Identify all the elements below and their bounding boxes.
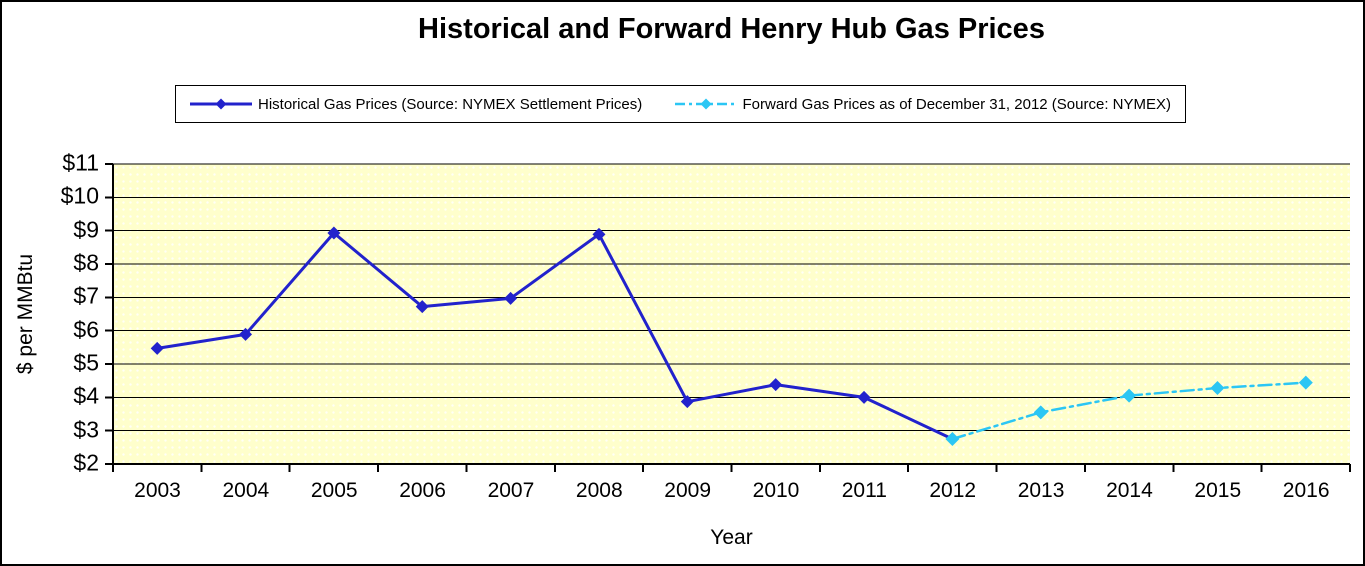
series-1-marker bbox=[857, 390, 871, 404]
x-tick-label: 2004 bbox=[222, 479, 270, 502]
series-1-marker bbox=[327, 226, 341, 240]
legend: Historical Gas Prices (Source: NYMEX Set… bbox=[175, 85, 1186, 123]
x-tick-label: 2006 bbox=[399, 479, 446, 502]
series-1-marker bbox=[504, 291, 518, 305]
x-tick-label: 2005 bbox=[310, 479, 358, 502]
legend-entry-1: Historical Gas Prices (Source: NYMEX Set… bbox=[190, 96, 642, 113]
x-axis-title: Year bbox=[710, 526, 753, 549]
y-tick-label: $11 bbox=[62, 149, 99, 176]
y-tick-label: $8 bbox=[73, 249, 99, 276]
series-2-marker bbox=[1298, 375, 1313, 390]
series-2-marker bbox=[1122, 388, 1137, 403]
y-tick-label: $5 bbox=[73, 349, 99, 376]
series-line-1 bbox=[155, 231, 954, 441]
series-2-marker bbox=[1033, 405, 1048, 420]
x-tick-label: 2014 bbox=[1106, 479, 1153, 502]
x-tick-label: 2003 bbox=[134, 479, 181, 502]
y-tick-label: $6 bbox=[73, 316, 99, 343]
plot-area bbox=[113, 164, 1350, 464]
series-1-marker bbox=[592, 227, 606, 241]
x-tick-label: 2016 bbox=[1282, 479, 1330, 502]
x-tick-label: 2010 bbox=[752, 479, 800, 502]
legend-solid-line-diamond-icon bbox=[190, 97, 252, 111]
series-1-marker bbox=[680, 395, 694, 409]
x-tick-label: 2013 bbox=[1017, 479, 1065, 502]
y-axis-title-box: $ per MMBtu bbox=[4, 164, 48, 464]
x-tick-label: 2009 bbox=[664, 479, 711, 502]
y-axis-title: $ per MMBtu bbox=[14, 253, 37, 375]
x-tick-label: 2008 bbox=[575, 479, 623, 502]
y-tick-label: $9 bbox=[73, 216, 99, 243]
y-tick-label: $2 bbox=[73, 449, 99, 476]
x-tick-label: 2015 bbox=[1194, 479, 1242, 502]
series-1-marker bbox=[415, 300, 429, 314]
y-tick-label: $10 bbox=[60, 182, 99, 209]
series-2-marker bbox=[1210, 381, 1225, 395]
legend-entry-2: Forward Gas Prices as of December 31, 20… bbox=[674, 95, 1172, 113]
series-1-marker bbox=[150, 341, 164, 355]
y-tick-label: $4 bbox=[73, 382, 99, 409]
chart-title: Historical and Forward Henry Hub Gas Pri… bbox=[418, 13, 1045, 45]
legend-label-1: Historical Gas Prices (Source: NYMEX Set… bbox=[258, 95, 643, 113]
series-1-marker bbox=[239, 327, 253, 341]
x-tick-label: 2011 bbox=[841, 479, 887, 502]
x-tick-label: 2012 bbox=[929, 479, 977, 502]
legend-dashed-line-diamond-icon bbox=[674, 97, 737, 111]
legend-label-2: Forward Gas Prices as of December 31, 20… bbox=[742, 95, 1172, 113]
series-1-marker bbox=[769, 378, 783, 392]
series-2-marker bbox=[945, 432, 960, 446]
x-tick-label: 2007 bbox=[487, 479, 535, 502]
y-tick-label: $3 bbox=[73, 416, 99, 443]
y-tick-label: $7 bbox=[73, 282, 99, 309]
